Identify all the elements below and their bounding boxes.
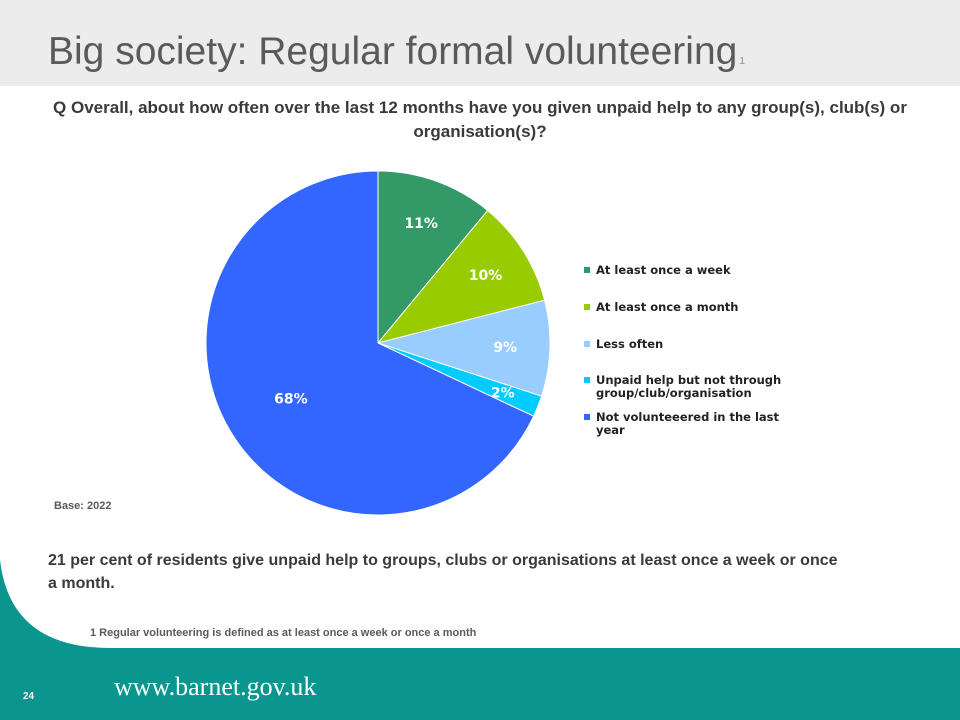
- legend-swatch-not-volunteeered-in-the-last-year: [584, 414, 590, 420]
- legend-swatch-at-least-once-a-month: [584, 304, 590, 310]
- website-url[interactable]: www.barnet.gov.uk: [114, 672, 317, 701]
- legend-label-not-volunteeered-in-the-last-year: Not volunteeered in the last: [596, 410, 780, 424]
- data-label-at-least-once-a-month: 10%: [469, 268, 503, 284]
- footer-band: [0, 648, 960, 720]
- base-note: Base: 2022: [54, 500, 112, 512]
- data-label-not-volunteeered-in-the-last-year: 68%: [274, 391, 308, 407]
- legend-label-less-often: Less often: [596, 337, 663, 351]
- pie-slice-not-volunteeered-in-the-last-year: [205, 170, 535, 516]
- legend-swatch-at-least-once-a-week: [584, 267, 590, 273]
- title-footnote-marker: 1: [739, 56, 745, 67]
- page-number: 24: [23, 691, 35, 702]
- legend-label-unpaid-help-but-not-through-group-club-organisation-line2: group/club/organisation: [596, 386, 752, 400]
- slide-title: Big society: Regular formal volunteering…: [48, 30, 745, 74]
- pie-slice-at-least-once-a-month: [376, 209, 546, 344]
- data-label-at-least-once-a-week: 11%: [404, 216, 438, 232]
- data-label-unpaid-help-but-not-through-group-club-organisation: 2%: [491, 385, 515, 401]
- pie-chart: 11% 10% 9% 2% 68% At least once a week At leas…: [205, 170, 781, 516]
- legend-label-not-volunteeered-in-the-last-year-line2: year: [596, 423, 625, 437]
- title-band: [0, 0, 960, 86]
- pie-slice-less-often: [376, 299, 551, 397]
- summary-text: 21 per cent of residents give unpaid hel…: [48, 552, 838, 592]
- legend-swatch-less-often: [584, 341, 590, 347]
- slide-title-text: Big society: Regular formal volunteering: [48, 30, 738, 73]
- legend-label-unpaid-help-but-not-through-group-club-organisation: Unpaid help but not through: [596, 373, 781, 387]
- footnote: 1 Regular volunteering is defined as at …: [90, 627, 477, 639]
- legend-label-at-least-once-a-week: At least once a week: [596, 263, 731, 277]
- data-label-less-often: 9%: [493, 340, 517, 356]
- survey-question: Q Overall, about how often over the last…: [53, 98, 907, 141]
- legend-swatch-unpaid-help-but-not-through-group-club-organisation: [584, 377, 590, 383]
- legend-label-at-least-once-a-month: At least once a month: [596, 300, 738, 314]
- pie-slice-at-least-once-a-week: [377, 170, 489, 345]
